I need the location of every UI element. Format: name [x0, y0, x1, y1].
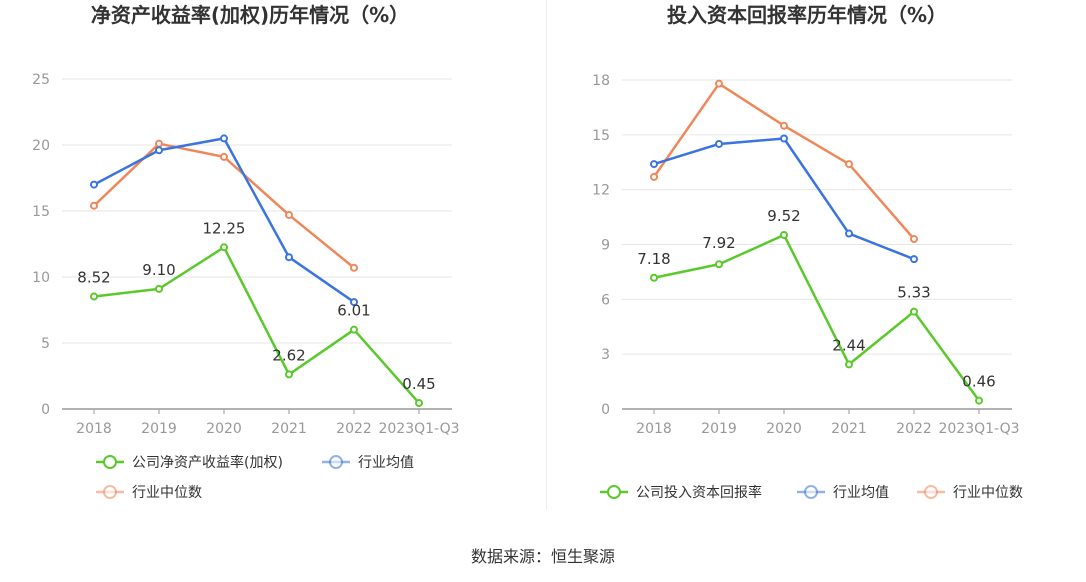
x-tick-label: 2022 — [896, 421, 932, 437]
data-label: 6.01 — [337, 302, 370, 320]
data-label: 0.45 — [402, 375, 435, 393]
legend-label: 公司净资产收益率(加权) — [132, 454, 283, 471]
data-point-industry-median[interactable] — [650, 172, 658, 181]
chart-1: 净资产收益率(加权)历年情况（%） 0 5 10 15 20 25 2018 2019 2020 2… — [32, 3, 459, 501]
data-point-industry-median[interactable] — [845, 160, 853, 169]
y-tick-label: 0 — [41, 402, 50, 418]
y-tick-label: 9 — [601, 238, 610, 254]
data-point-industry-median[interactable] — [780, 121, 788, 130]
legend-item-industry-avg[interactable]: 行业均值 — [322, 455, 414, 471]
data-point-industry-avg[interactable] — [845, 229, 853, 238]
data-point-industry-avg[interactable] — [90, 180, 98, 189]
legend-item-company[interactable]: 公司净资产收益率(加权) — [96, 454, 283, 471]
legend-marker — [103, 455, 117, 469]
y-tick-label: 15 — [32, 204, 50, 220]
x-tick-label: 2022 — [336, 421, 372, 437]
data-point-industry-avg[interactable] — [350, 298, 358, 307]
data-label: 12.25 — [203, 219, 246, 237]
data-point-company[interactable] — [715, 260, 723, 269]
data-label: 7.92 — [702, 234, 735, 252]
legend-marker — [329, 455, 343, 469]
x-tick-label: 2021 — [271, 421, 307, 437]
x-tick-label: 2023Q1-Q3 — [378, 421, 459, 437]
data-point-industry-avg[interactable] — [780, 134, 788, 143]
data-point-industry-median[interactable] — [155, 139, 163, 148]
data-label: 7.18 — [637, 250, 670, 268]
data-point-company[interactable] — [350, 325, 358, 334]
y-tick-label: 20 — [32, 138, 50, 154]
data-point-industry-avg[interactable] — [715, 139, 723, 148]
data-point-industry-avg[interactable] — [650, 160, 658, 169]
data-point-company[interactable] — [845, 360, 853, 369]
data-source-note: 数据来源：恒生聚源 — [470, 547, 615, 566]
legend-label: 行业均值 — [358, 455, 414, 471]
data-label: 9.52 — [767, 207, 800, 225]
chart-2: 投入资本回报率历年情况（%） 0 3 6 9 12 15 18 2018 2019 2020 2021… — [592, 3, 1023, 501]
legend-item-company[interactable]: 公司投入资本回报率 — [600, 484, 762, 501]
data-label: 5.33 — [897, 284, 930, 302]
legend-item-industry-median[interactable]: 行业中位数 — [96, 485, 202, 501]
data-label: 9.10 — [142, 261, 175, 279]
x-tick-label: 2018 — [636, 421, 672, 437]
data-point-company[interactable] — [90, 292, 98, 301]
legend-marker — [924, 485, 938, 499]
legend-item-industry-avg[interactable]: 行业均值 — [797, 485, 889, 501]
legend-marker — [607, 485, 621, 499]
x-tick-label: 2019 — [141, 421, 177, 437]
x-tick-label: 2018 — [76, 421, 112, 437]
data-point-company[interactable] — [285, 370, 293, 379]
panel-divider — [546, 0, 547, 510]
legend-item-industry-median[interactable]: 行业中位数 — [917, 485, 1023, 501]
y-tick-label: 3 — [601, 347, 610, 363]
y-tick-label: 18 — [592, 73, 610, 89]
y-tick-label: 6 — [601, 292, 610, 308]
legend-marker — [103, 485, 117, 499]
data-point-company[interactable] — [220, 243, 228, 252]
x-tick-label: 2020 — [766, 421, 802, 437]
y-tick-label: 15 — [592, 128, 610, 144]
y-tick-label: 10 — [32, 270, 50, 286]
data-point-company[interactable] — [780, 230, 788, 239]
series-line-company — [653, 233, 981, 402]
data-label: 2.62 — [272, 346, 305, 364]
legend-label: 行业均值 — [833, 485, 889, 501]
data-point-industry-median[interactable] — [90, 201, 98, 210]
series-line-industry-avg — [653, 137, 915, 261]
data-point-industry-avg[interactable] — [910, 255, 918, 264]
data-point-industry-median[interactable] — [285, 210, 293, 219]
data-label: 8.52 — [77, 269, 110, 287]
data-point-company[interactable] — [650, 273, 658, 282]
data-point-industry-avg[interactable] — [155, 146, 163, 155]
data-point-industry-median[interactable] — [220, 152, 228, 161]
legend-label: 行业中位数 — [953, 485, 1023, 501]
y-tick-label: 0 — [601, 402, 610, 418]
data-point-industry-median[interactable] — [715, 79, 723, 88]
data-label: 2.44 — [832, 336, 865, 354]
y-tick-label: 5 — [41, 336, 50, 352]
series-line-company — [93, 246, 420, 404]
legend-marker — [804, 485, 818, 499]
y-tick-label: 25 — [32, 72, 50, 88]
x-tick-label: 2023Q1-Q3 — [938, 421, 1019, 437]
data-point-industry-median[interactable] — [910, 235, 918, 244]
legend-label: 公司投入资本回报率 — [636, 484, 762, 501]
chart-title: 净资产收益率(加权)历年情况（%） — [91, 3, 409, 27]
data-point-company[interactable] — [415, 399, 423, 408]
data-point-industry-avg[interactable] — [285, 253, 293, 262]
legend-label: 行业中位数 — [132, 485, 202, 501]
data-point-company[interactable] — [155, 284, 163, 293]
data-point-industry-avg[interactable] — [220, 134, 228, 143]
data-point-company[interactable] — [910, 307, 918, 316]
x-tick-label: 2019 — [701, 421, 737, 437]
y-tick-label: 12 — [592, 183, 610, 199]
chart-title: 投入资本回报率历年情况（%） — [667, 3, 947, 27]
x-tick-label: 2020 — [206, 421, 242, 437]
data-label: 0.46 — [962, 373, 995, 391]
data-point-company[interactable] — [975, 396, 983, 405]
x-tick-label: 2021 — [831, 421, 867, 437]
data-point-industry-median[interactable] — [350, 263, 358, 272]
